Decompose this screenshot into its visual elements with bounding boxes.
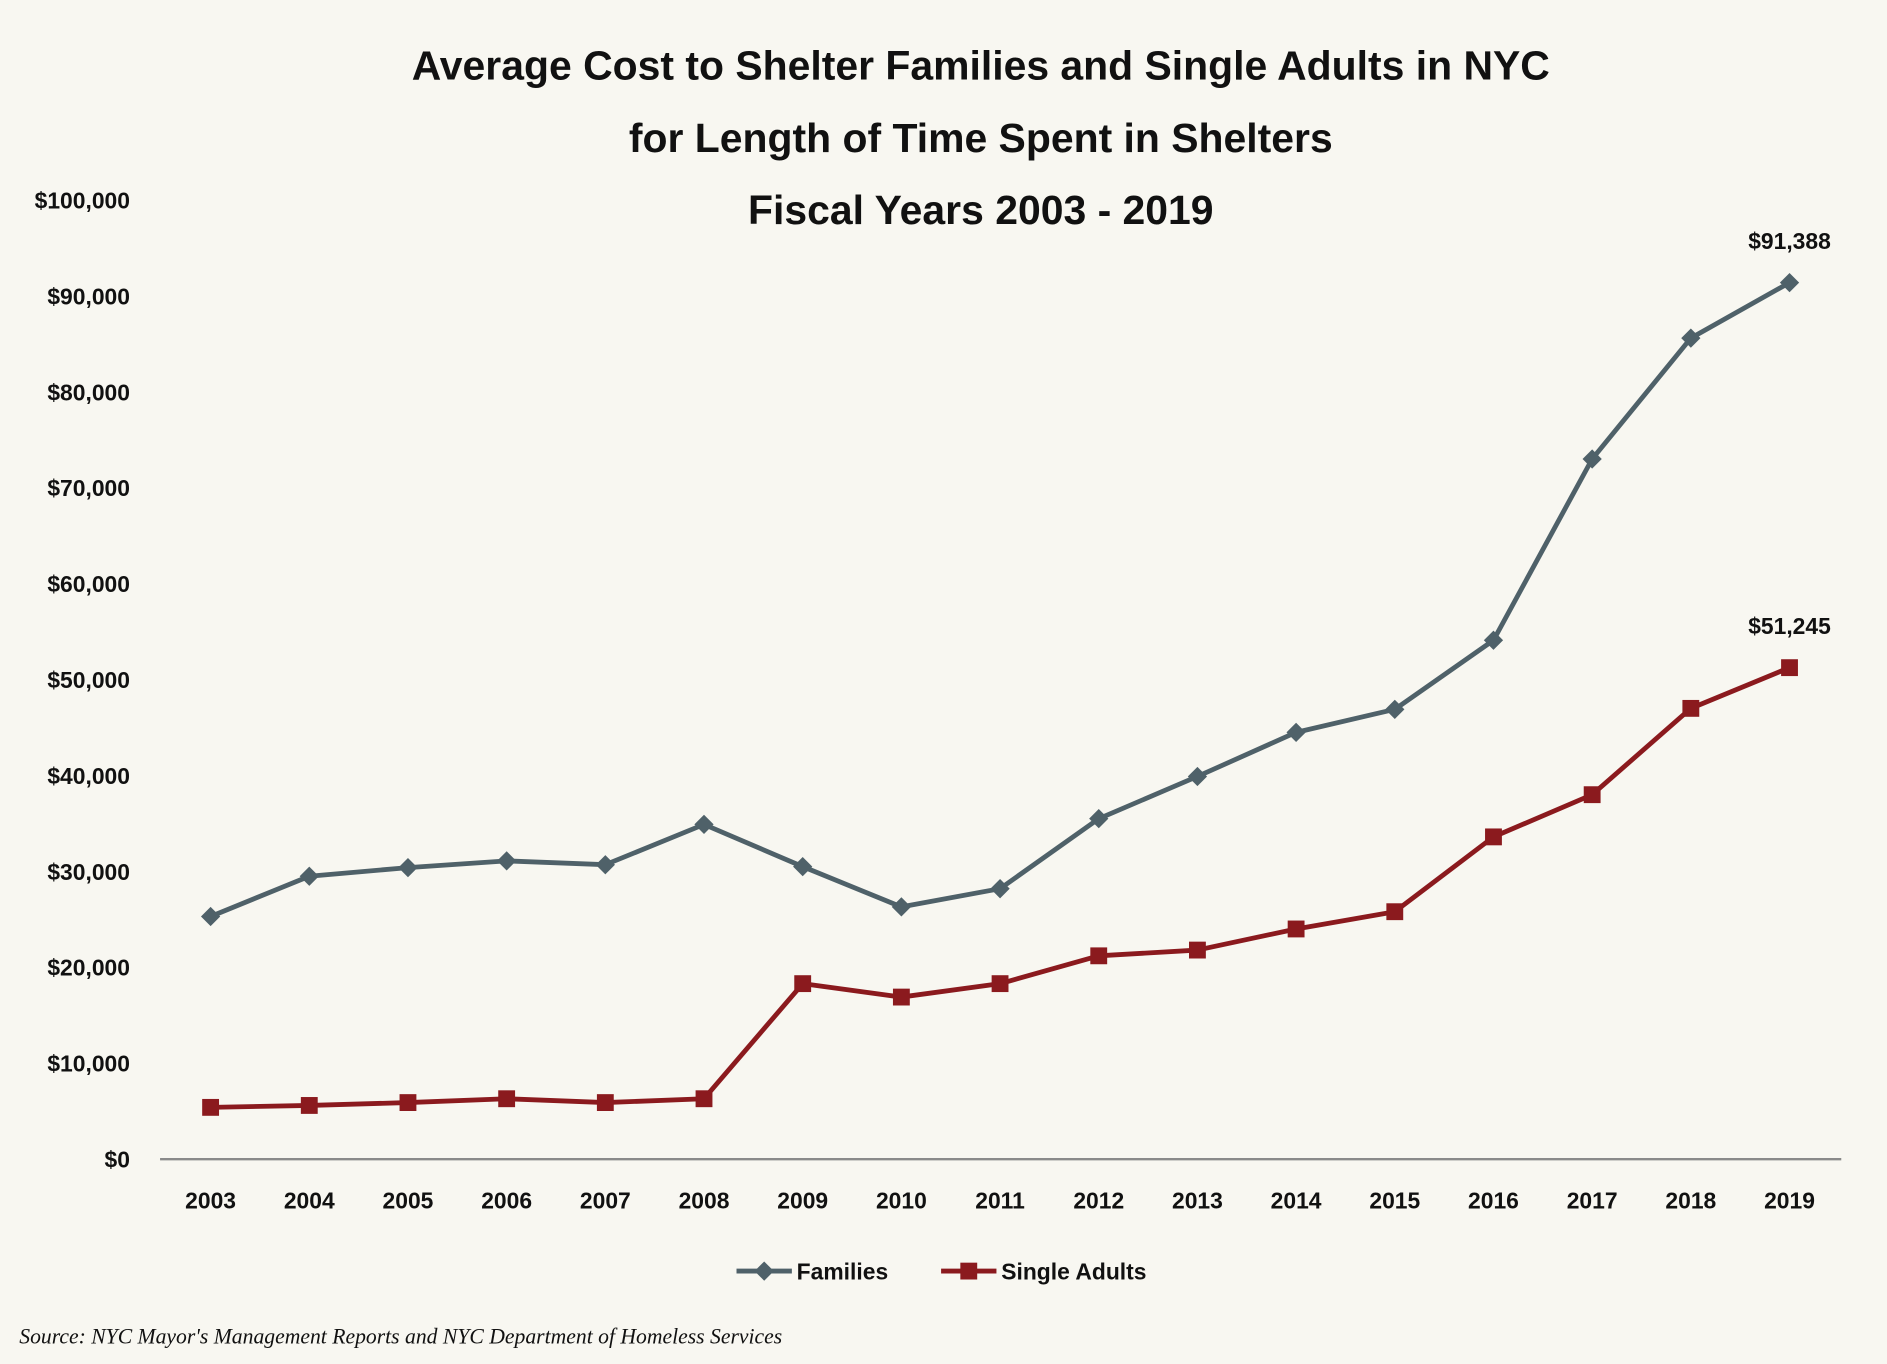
y-tick-label: $100,000 [35,187,130,213]
source-note: Source: NYC Mayor's Management Reports a… [19,1324,782,1348]
series-families: $91,388 [200,228,1831,927]
single-adults-point [498,1090,516,1108]
families-point [1681,328,1701,348]
single-adults-point [1090,947,1108,965]
single-adults-point [1781,659,1798,677]
x-tick-label: 2012 [1073,1188,1124,1214]
single-adults-point [1287,920,1305,938]
single-adults-point [892,988,910,1006]
x-tick-label: 2009 [777,1188,828,1214]
families-point [497,851,517,871]
x-tick-label: 2017 [1567,1188,1618,1214]
legend-marker-diamond-icon [754,1261,774,1281]
y-tick-label: $0 [105,1147,130,1173]
y-tick-label: $80,000 [47,379,130,405]
x-tick-label: 2008 [679,1188,730,1214]
x-tick-label: 2010 [876,1188,927,1214]
series-single-adults: $51,245 [202,613,1831,1116]
single-adults-point [1583,786,1601,804]
families-line [209,280,1791,919]
families-point [1582,449,1602,469]
y-tick-label: $40,000 [47,763,130,789]
single-adults-point [596,1094,614,1111]
single-adults-point [399,1094,417,1111]
y-tick-label: $50,000 [47,667,130,693]
y-tick-label: $30,000 [47,859,130,885]
single-adults-point [991,975,1009,993]
families-point [1385,699,1405,719]
families-point [1779,272,1800,293]
x-tick-label: 2019 [1764,1188,1815,1214]
single-adults-point [300,1097,318,1114]
x-tick-label: 2003 [185,1188,236,1214]
y-tick-label: $20,000 [47,955,130,981]
families-point [990,879,1010,899]
series-group: $91,388 $51,245 [200,228,1831,1116]
y-axis: $0 $10,000 $20,000 $30,000 $40,000 $50,000 $60… [35,187,130,1172]
chart-title-line-2: for Length of Time Spent in Shelters [629,115,1333,161]
families-point [793,856,813,877]
x-tick-label: 2007 [580,1188,631,1214]
y-tick-label: $90,000 [47,283,130,309]
legend: Families Single Adults [736,1259,1146,1285]
families-point [595,855,615,875]
families-point [398,857,418,878]
x-tick-label: 2006 [481,1188,532,1214]
families-end-label: $91,388 [1748,228,1831,254]
families-point [1483,630,1504,650]
y-tick-label: $10,000 [47,1051,130,1077]
single-adults-point [1189,941,1206,959]
legend-item-families: Families [736,1259,888,1285]
x-tick-label: 2005 [383,1188,434,1214]
x-tick-label: 2014 [1271,1188,1322,1214]
x-tick-label: 2004 [284,1188,335,1214]
x-tick-label: 2015 [1369,1188,1420,1214]
y-tick-label: $70,000 [47,475,130,501]
families-point [200,906,221,927]
families-point [891,897,912,917]
families-point [299,866,319,886]
x-tick-label: 2016 [1468,1188,1519,1214]
chart-title-line-1: Average Cost to Shelter Families and Sin… [412,43,1550,89]
families-point [1286,722,1306,742]
single-adults-point [794,975,812,993]
single-adults-point [1386,903,1404,921]
single-adults-point [1682,699,1700,717]
families-point [694,814,714,835]
legend-label: Families [797,1259,888,1285]
y-tick-label: $60,000 [47,571,130,597]
single-adults-point [695,1090,713,1108]
legend-marker-square-icon [960,1262,978,1280]
single-adults-point [202,1098,220,1116]
x-tick-label: 2013 [1172,1188,1223,1214]
x-axis: 2003 2004 2005 2006 2007 2008 2009 2010 2011 2012… [185,1188,1815,1214]
x-tick-label: 2018 [1665,1188,1716,1214]
single-adults-point [1485,828,1502,846]
x-tick-label: 2011 [975,1188,1025,1214]
single-adults-end-label: $51,245 [1748,613,1831,639]
legend-label: Single Adults [1001,1259,1146,1285]
families-point [1187,766,1208,787]
legend-item-single-adults: Single Adults [941,1259,1146,1285]
chart-title-line-3: Fiscal Years 2003 - 2019 [748,187,1214,233]
